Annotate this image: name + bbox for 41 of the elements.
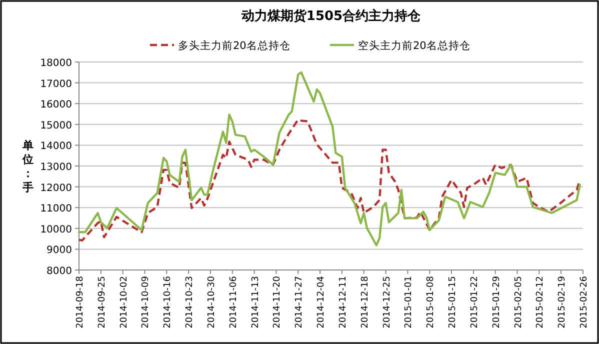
x-tick-label: 2014-12-18 (360, 276, 370, 328)
y-tick-label: 10000 (40, 224, 72, 236)
y-tick-label: 13000 (40, 162, 72, 173)
x-tick-label: 2015-02-05 (514, 276, 524, 328)
x-tick-label: 2014-11-06 (228, 276, 239, 328)
y-tick-label: 16000 (40, 100, 72, 111)
x-tick-label: 2015-01-29 (492, 276, 502, 328)
x-tick-label: 2015-01-15 (448, 276, 458, 328)
x-tick-label: 2015-01-22 (470, 276, 480, 328)
x-tick-label: 2014-10-30 (206, 276, 217, 328)
x-tick-label: 2014-09-25 (97, 276, 108, 328)
y-tick-label: 17000 (40, 78, 72, 90)
x-tick-label: 2014-12-25 (382, 276, 392, 328)
y-tick-label: 18000 (40, 58, 72, 69)
x-tick-label: 2014-10-23 (185, 276, 196, 328)
y-tick-label: 14000 (40, 141, 72, 152)
x-tick-label: 2015-02-26 (580, 276, 590, 328)
chart-title: 动力煤期货1505合约主力持仓 (240, 8, 422, 24)
y-axis-title: 单位：手 (22, 139, 34, 194)
x-tick-label: 2014-10-02 (119, 276, 130, 328)
line-series (78, 71, 581, 246)
x-tick-label: 2014-12-04 (316, 276, 327, 328)
x-tick-label: 2014-11-13 (250, 276, 261, 328)
y-tick-label: 15000 (40, 120, 72, 132)
y-tick-label: 11000 (40, 204, 72, 215)
x-tick-label: 2015-02-19 (558, 276, 568, 328)
x-tick-label: 2014-11-27 (294, 276, 305, 328)
x-tick-label: 2015-01-08 (426, 276, 436, 328)
line-series (78, 118, 581, 242)
legend-label: 多头主力前20名总持仓 (178, 39, 290, 52)
x-tick-label: 2014-09-18 (76, 276, 86, 328)
x-tick-label: 2014-12-11 (338, 276, 348, 328)
x-tick-label: 2015-01-01 (404, 276, 414, 328)
x-tick-label: 2014-10-09 (141, 276, 152, 328)
x-tick-label: 2014-11-20 (272, 276, 283, 328)
y-tick-label: 12000 (40, 182, 72, 194)
y-tick-label: 8000 (46, 266, 72, 277)
legend-label: 空头主力前20名总持仓 (358, 39, 470, 52)
x-tick-label: 2014-10-16 (163, 276, 174, 328)
y-tick-label: 9000 (46, 245, 72, 256)
x-tick-label: 2015-02-12 (536, 276, 546, 328)
